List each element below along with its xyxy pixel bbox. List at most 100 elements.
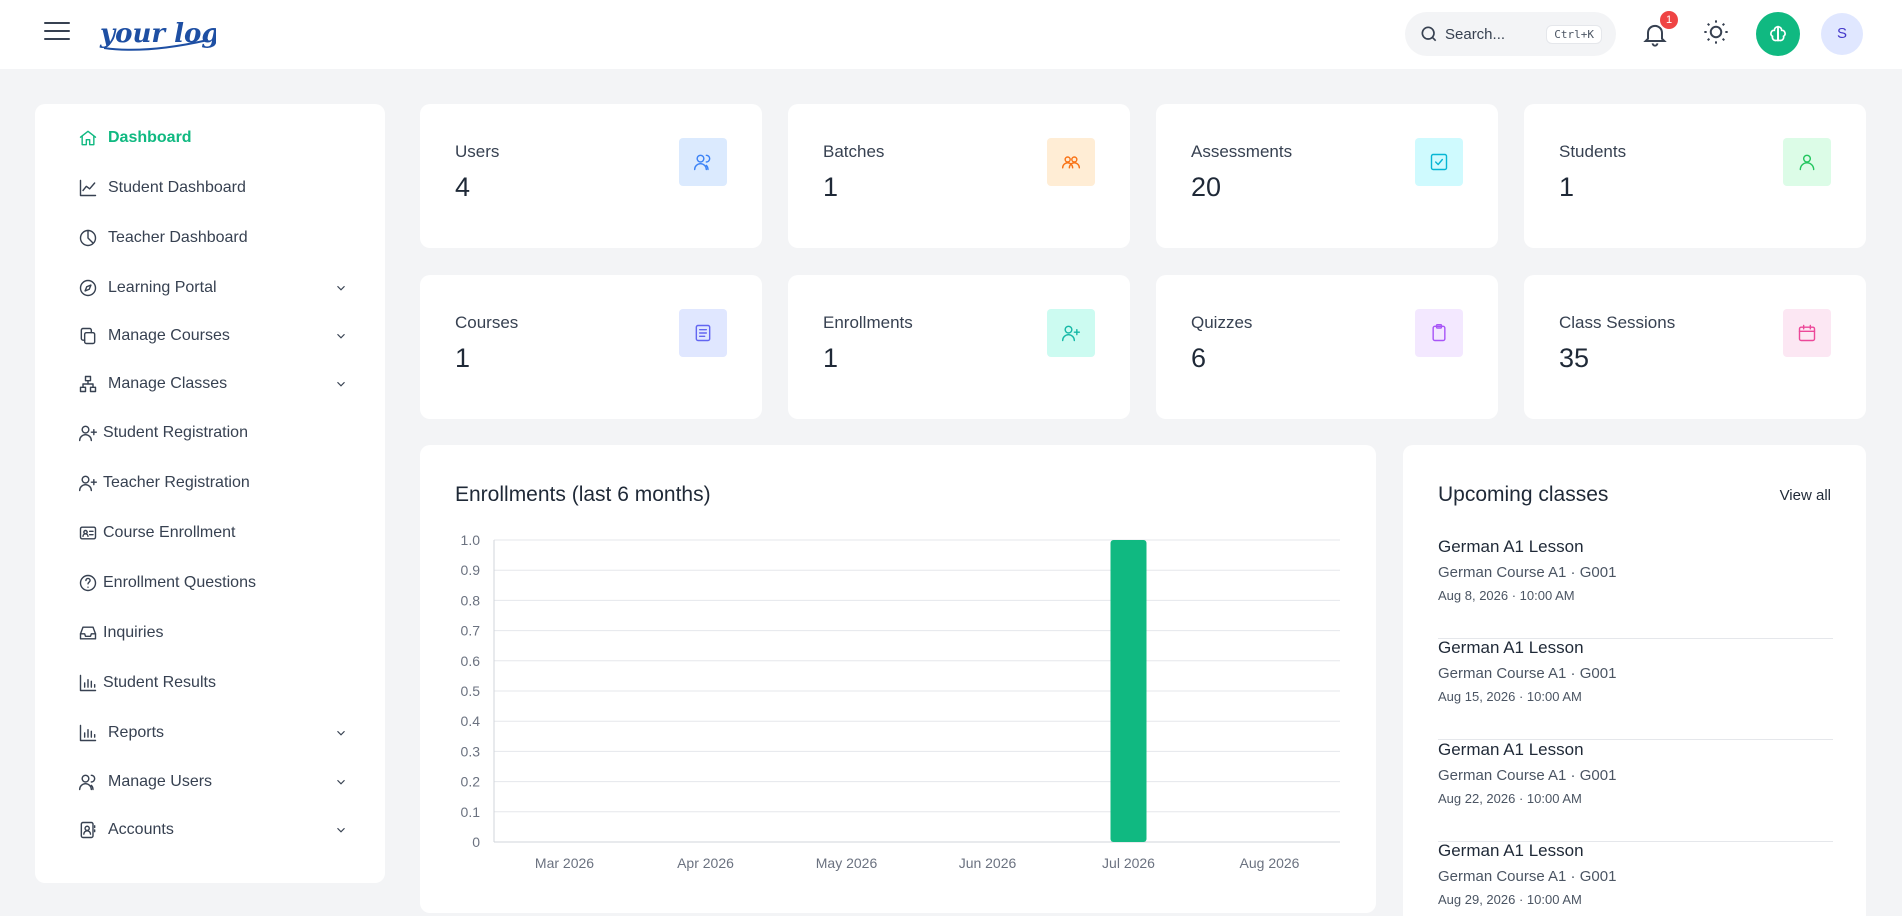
bell-icon[interactable] [1641, 20, 1669, 48]
user-plus-icon [78, 425, 98, 442]
chevron-down-icon [337, 333, 345, 339]
avatar[interactable]: S [1821, 13, 1863, 55]
sidebar-item-label: Teacher Registration [103, 474, 250, 491]
class-item[interactable]: German A1 Lesson German Course A1 · G001 A… [1438, 740, 1833, 842]
sidebar-item-enrollment-questions[interactable]: Enrollment Questions [78, 568, 348, 598]
id-card-icon [79, 526, 97, 540]
sidebar-item-label: Student Results [103, 674, 216, 691]
sidebar-item-student-dashboard[interactable]: Student Dashboard [78, 173, 348, 203]
class-item[interactable]: German A1 Lesson German Course A1 · G001 A… [1438, 638, 1833, 740]
logo[interactable]: your logo [96, 14, 216, 58]
stat-label: Assessments [1191, 142, 1293, 161]
x-tick-label: Apr 2026 [677, 855, 734, 871]
sidebar-item-teacher-dashboard[interactable]: Teacher Dashboard [78, 223, 348, 253]
account-icon-wrap [78, 820, 98, 840]
menu-icon[interactable] [44, 22, 70, 44]
sidebar-item-manage-users[interactable]: Manage Users [78, 767, 348, 797]
user-plus-icon [1061, 325, 1081, 342]
y-tick-label: 0.9 [461, 562, 481, 578]
question-icon-wrap [78, 573, 98, 593]
check-square-icon [1430, 153, 1448, 171]
y-tick-label: 0.3 [461, 743, 481, 759]
bar-chart-icon [79, 674, 97, 692]
ai-assistant-button[interactable] [1756, 12, 1800, 56]
stat-card-quizzes[interactable]: Quizzes 6 [1156, 275, 1498, 419]
class-datetime: Aug 8, 2026 · 10:00 AM [1438, 588, 1575, 603]
sidebar-item-label: Course Enrollment [103, 524, 236, 541]
user-plus-icon-wrap [78, 473, 98, 493]
inbox-icon [79, 626, 97, 640]
stat-card-assessments[interactable]: Assessments 20 [1156, 104, 1498, 248]
x-tick-label: May 2026 [816, 855, 878, 871]
stat-card-batches[interactable]: Batches 1 [788, 104, 1130, 248]
sidebar-item-label: Student Dashboard [108, 179, 246, 196]
stat-card-users[interactable]: Users 4 [420, 104, 762, 248]
stat-value: 1 [823, 343, 839, 373]
y-tick-label: 0.8 [461, 592, 481, 608]
search-input[interactable]: Search... Ctrl+K [1405, 12, 1616, 56]
y-tick-label: 1.0 [461, 532, 481, 548]
brain-icon [1770, 25, 1786, 42]
search-icon [1421, 26, 1437, 42]
compass-icon [79, 279, 97, 297]
home-icon-wrap [78, 128, 98, 148]
user-plus-icon [78, 475, 98, 492]
y-tick-label: 0.6 [461, 653, 481, 669]
home-icon [79, 130, 97, 146]
sidebar-item-student-registration[interactable]: Student Registration [78, 418, 348, 448]
sidebar-item-teacher-registration[interactable]: Teacher Registration [78, 468, 348, 498]
chevron-down-icon [337, 779, 345, 785]
class-title: German A1 Lesson [1438, 537, 1584, 556]
sidebar-item-inquiries[interactable]: Inquiries [78, 618, 348, 648]
sun-icon[interactable] [1702, 18, 1730, 46]
stat-card-students[interactable]: Students 1 [1524, 104, 1866, 248]
enrollments-chart-panel: Enrollments (last 6 months) 0 0.1 0.2 0.3 0.… [420, 445, 1376, 913]
sidebar-item-manage-classes[interactable]: Manage Classes [78, 369, 348, 399]
sidebar-item-label: Reports [108, 724, 165, 741]
chevron-down-icon [337, 827, 345, 833]
sidebar-item-manage-courses[interactable]: Manage Courses [78, 321, 348, 351]
class-title: German A1 Lesson [1438, 841, 1584, 860]
y-tick-label: 0 [472, 834, 480, 850]
user-icon [1799, 154, 1815, 171]
stat-card-courses[interactable]: Courses 1 [420, 275, 762, 419]
class-item[interactable]: German A1 Lesson German Course A1 · G001 A… [1438, 841, 1833, 916]
x-tick-label: Jun 2026 [959, 855, 1017, 871]
y-tick-label: 0.5 [461, 683, 481, 699]
stat-icon-box [1415, 138, 1463, 186]
book-icon [695, 324, 711, 342]
sidebar-item-reports[interactable]: Reports [78, 718, 348, 748]
class-item[interactable]: German A1 Lesson German Course A1 · G001 A… [1438, 537, 1833, 639]
svg-text:your logo: your logo [99, 19, 216, 49]
pie-icon-wrap [78, 228, 98, 248]
stat-card-enrollments[interactable]: Enrollments 1 [788, 275, 1130, 419]
bar-chart-icon-wrap [78, 673, 98, 693]
sidebar-item-label: Manage Users [108, 773, 213, 790]
sidebar-item-label: Student Registration [103, 424, 248, 441]
sidebar-item-learning-portal[interactable]: Learning Portal [78, 273, 348, 303]
sidebar-item-dashboard[interactable]: Dashboard [78, 123, 348, 153]
stat-icon-box [1783, 309, 1831, 357]
search-shortcut: Ctrl+K [1546, 25, 1602, 44]
top-header: your logo Search... Ctrl+K 1 S [0, 0, 1902, 69]
account-icon [80, 821, 96, 839]
sidebar-item-label: Learning Portal [108, 279, 217, 296]
sidebar-item-accounts[interactable]: Accounts [78, 815, 348, 845]
view-all-link[interactable]: View all [1779, 487, 1831, 504]
y-tick-label: 0.1 [461, 804, 481, 820]
copy-icon [80, 327, 96, 345]
stat-icon-box [1415, 309, 1463, 357]
class-title: German A1 Lesson [1438, 638, 1584, 657]
stat-value: 1 [1559, 172, 1575, 202]
chevron-down-icon [337, 381, 345, 387]
stat-card-class-sessions[interactable]: Class Sessions 35 [1524, 275, 1866, 419]
stat-icon-box [1783, 138, 1831, 186]
stat-label: Enrollments [823, 313, 913, 332]
bar-jul-2026 [1110, 540, 1147, 842]
bar-chart-icon-wrap [78, 723, 98, 743]
users-icon-wrap [78, 772, 98, 792]
stat-label: Courses [455, 313, 519, 332]
sidebar-item-student-results[interactable]: Student Results [78, 668, 348, 698]
sidebar-item-course-enrollment[interactable]: Course Enrollment [78, 518, 348, 548]
sidebar-item-label: Inquiries [103, 624, 164, 641]
